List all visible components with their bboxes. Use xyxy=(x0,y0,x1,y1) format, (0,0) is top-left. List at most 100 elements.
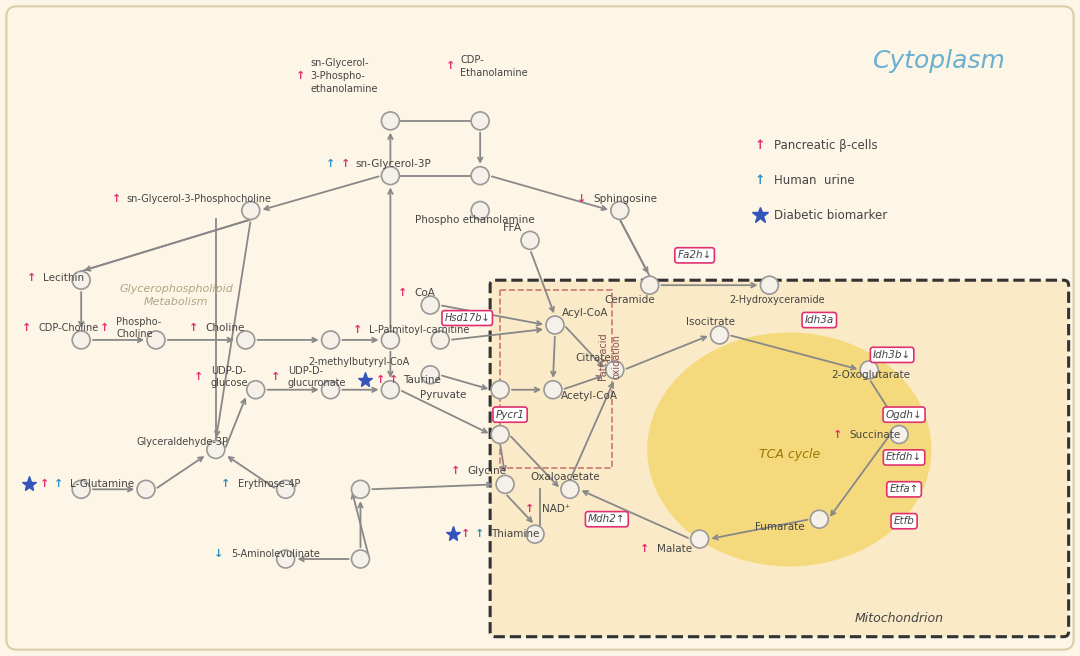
Text: UDP-D-
glucuronate: UDP-D- glucuronate xyxy=(287,366,347,388)
Circle shape xyxy=(421,366,440,384)
Text: Oxaloacetate: Oxaloacetate xyxy=(530,472,599,482)
Circle shape xyxy=(242,201,259,220)
Text: Phospho ethanolamine: Phospho ethanolamine xyxy=(416,215,535,226)
Text: ↑: ↑ xyxy=(194,372,203,382)
Text: ↑: ↑ xyxy=(833,430,842,440)
Text: ↑: ↑ xyxy=(640,544,649,554)
Text: Ogdh↓: Ogdh↓ xyxy=(886,409,922,420)
Circle shape xyxy=(246,380,265,399)
Text: CoA: CoA xyxy=(415,288,435,298)
Text: ↑: ↑ xyxy=(341,159,350,169)
Text: ↓: ↓ xyxy=(214,549,224,559)
Text: Lecithin: Lecithin xyxy=(43,273,84,283)
Circle shape xyxy=(491,426,509,443)
Text: Succinate: Succinate xyxy=(849,430,901,440)
Circle shape xyxy=(147,331,165,349)
Circle shape xyxy=(471,201,489,220)
Circle shape xyxy=(526,525,544,543)
Text: Sphingosine: Sphingosine xyxy=(594,194,658,203)
Text: Glycine: Glycine xyxy=(468,466,507,476)
Circle shape xyxy=(237,331,255,349)
Text: Fa2h↓: Fa2h↓ xyxy=(677,251,712,260)
Text: ↑: ↑ xyxy=(525,504,535,514)
Text: Choline: Choline xyxy=(206,323,245,333)
Text: Pancreatic β-cells: Pancreatic β-cells xyxy=(774,139,878,152)
Circle shape xyxy=(471,167,489,184)
Text: Acyl-CoA: Acyl-CoA xyxy=(562,308,608,318)
Text: ↑: ↑ xyxy=(22,323,31,333)
Text: ↑: ↑ xyxy=(450,466,460,476)
Text: ↑: ↑ xyxy=(296,71,306,81)
Text: ↑: ↑ xyxy=(54,480,63,489)
Text: ↑: ↑ xyxy=(99,323,109,333)
Text: Malate: Malate xyxy=(657,544,692,554)
Text: Glyceraldehyde-3P: Glyceraldehyde-3P xyxy=(136,436,228,447)
Text: ↓: ↓ xyxy=(577,194,586,203)
Circle shape xyxy=(760,276,779,294)
Circle shape xyxy=(544,380,562,399)
Circle shape xyxy=(72,271,90,289)
Text: L-Palmitoyl-carnitine: L-Palmitoyl-carnitine xyxy=(369,325,470,335)
Text: Etfb: Etfb xyxy=(893,516,915,526)
Ellipse shape xyxy=(647,333,931,567)
Text: 2-Hydroxyceramide: 2-Hydroxyceramide xyxy=(729,295,825,305)
Text: Erythrose-4P: Erythrose-4P xyxy=(238,480,300,489)
Circle shape xyxy=(207,441,225,459)
Circle shape xyxy=(491,380,509,399)
Text: UDP-D-
glucose: UDP-D- glucose xyxy=(211,366,248,388)
Circle shape xyxy=(322,331,339,349)
Text: Cytoplasm: Cytoplasm xyxy=(873,49,1005,73)
Text: Human  urine: Human urine xyxy=(774,174,855,187)
Circle shape xyxy=(561,480,579,499)
Text: ↑: ↑ xyxy=(271,372,281,382)
Circle shape xyxy=(381,167,400,184)
Circle shape xyxy=(711,326,729,344)
Circle shape xyxy=(351,480,369,499)
Text: sn-Glycerol-3P: sn-Glycerol-3P xyxy=(355,159,431,169)
Text: Diabetic biomarker: Diabetic biomarker xyxy=(774,209,888,222)
FancyBboxPatch shape xyxy=(6,7,1074,649)
Text: CDP-Choline: CDP-Choline xyxy=(38,323,98,333)
Text: Pyruvate: Pyruvate xyxy=(420,390,467,400)
Text: Taurine: Taurine xyxy=(403,375,442,385)
Circle shape xyxy=(276,550,295,568)
Circle shape xyxy=(860,361,878,379)
Text: 2-Oxoglutarate: 2-Oxoglutarate xyxy=(832,370,910,380)
Text: Idh3b↓: Idh3b↓ xyxy=(873,350,912,360)
Text: Pycr1: Pycr1 xyxy=(496,409,525,420)
Text: FFA: FFA xyxy=(503,224,523,234)
Text: ↑: ↑ xyxy=(446,61,455,71)
Text: Thiamine: Thiamine xyxy=(491,529,540,539)
Text: Isocitrate: Isocitrate xyxy=(686,317,734,327)
Text: ↑: ↑ xyxy=(189,323,199,333)
Text: Ceramide: Ceramide xyxy=(605,295,656,305)
Circle shape xyxy=(546,316,564,334)
Text: ↑: ↑ xyxy=(27,273,36,283)
Text: L-Glutamine: L-Glutamine xyxy=(70,480,134,489)
Circle shape xyxy=(606,361,624,379)
Circle shape xyxy=(351,550,369,568)
Circle shape xyxy=(137,480,156,499)
Text: ↑: ↑ xyxy=(221,480,230,489)
Text: Hsd17b↓: Hsd17b↓ xyxy=(444,313,490,323)
Text: Glycerophospholipid
Metabolism: Glycerophospholipid Metabolism xyxy=(119,283,233,307)
Circle shape xyxy=(611,201,629,220)
Text: ↑: ↑ xyxy=(389,375,399,385)
Text: ↑: ↑ xyxy=(40,480,49,489)
Text: Etfdh↓: Etfdh↓ xyxy=(886,453,922,462)
Text: Citrate: Citrate xyxy=(575,353,610,363)
Text: TCA cycle: TCA cycle xyxy=(759,448,820,461)
Circle shape xyxy=(276,480,295,499)
Text: NAD⁺: NAD⁺ xyxy=(542,504,570,514)
Circle shape xyxy=(381,331,400,349)
Circle shape xyxy=(72,480,90,499)
Text: ↑: ↑ xyxy=(326,159,335,169)
Text: ↑: ↑ xyxy=(474,529,484,539)
Text: 2-methylbutyryl-CoA: 2-methylbutyryl-CoA xyxy=(309,357,409,367)
Text: ↑: ↑ xyxy=(397,288,407,298)
Circle shape xyxy=(640,276,659,294)
Text: Mitochondrion: Mitochondrion xyxy=(855,612,944,625)
Circle shape xyxy=(322,380,339,399)
Text: ↑: ↑ xyxy=(111,194,121,203)
Text: Etfa↑: Etfa↑ xyxy=(889,484,919,495)
